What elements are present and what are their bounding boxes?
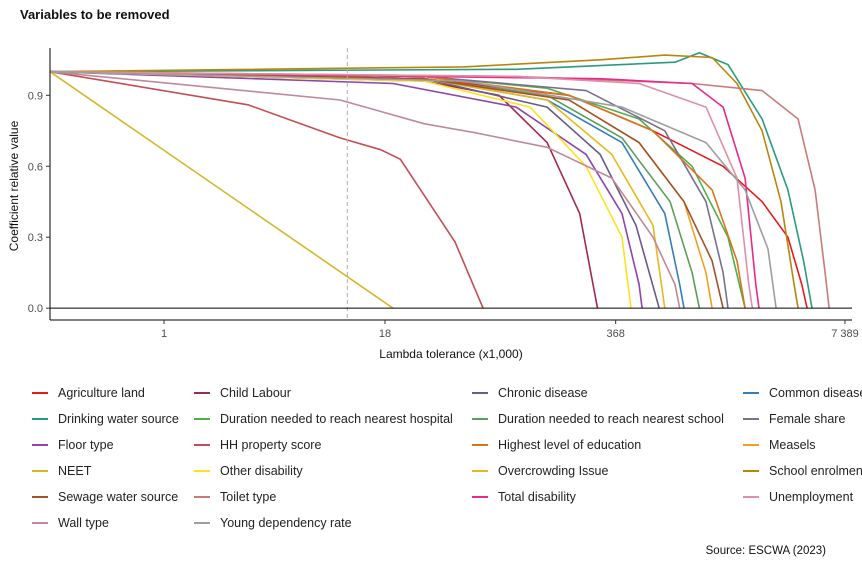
legend-item-19: Unemployment: [743, 488, 853, 506]
legend-label: Sewage water source: [58, 490, 179, 504]
legend-swatch: [472, 392, 488, 394]
legend-label: Duration needed to reach nearest school: [498, 412, 724, 426]
legend-label: Floor type: [58, 438, 114, 452]
plot-area: 0.0 0.3 0.6 0.9 1 18 368 7 389 Lambda tolerance…: [7, 48, 859, 361]
legend-swatch: [194, 522, 210, 524]
legend-item-12: NEET: [32, 462, 91, 480]
y-tick-label-3: 0.9: [28, 90, 43, 102]
legend-label: Chronic disease: [498, 386, 588, 400]
x-tick-label-2: 368: [606, 328, 624, 340]
legend-swatch: [194, 392, 210, 394]
legend-swatch: [194, 470, 210, 472]
legend-item-10: Highest level of education: [472, 436, 641, 454]
y-tick-label-0: 0.0: [28, 303, 43, 315]
legend-swatch: [32, 470, 48, 472]
series-line-20: [49, 70, 681, 309]
source-note: Source: ESCWA (2023): [705, 545, 826, 557]
legend-label: Drinking water source: [58, 412, 179, 426]
series-line-18: [49, 70, 760, 309]
legend-item-4: Drinking water source: [32, 410, 179, 428]
legend-label: Total disability: [498, 490, 576, 504]
legend-label: Female share: [769, 412, 846, 426]
legend-item-5: Duration needed to reach nearest hospita…: [194, 410, 453, 428]
y-axis-title: Coefficient relative value: [7, 120, 21, 251]
legend-label: Agriculture land: [58, 386, 145, 400]
legend-label: Highest level of education: [498, 438, 642, 452]
legend-label: Other disability: [220, 464, 303, 478]
legend-swatch: [194, 418, 210, 420]
legend-swatch: [743, 496, 759, 498]
legend-swatch: [743, 418, 759, 420]
legend-item-7: Female share: [743, 410, 845, 428]
legend: Agriculture land Child Labour Chronic dise…: [32, 384, 862, 544]
axes: 0.0 0.3 0.6 0.9 1 18 368 7 389: [28, 48, 859, 340]
legend-item-13: Other disability: [194, 462, 303, 480]
series-line-19: [49, 70, 754, 309]
legend-swatch: [32, 522, 48, 524]
y-tick-label-2: 0.6: [28, 161, 43, 173]
legend-item-3: Common disease: [743, 384, 862, 402]
legend-item-17: Toilet type: [194, 488, 276, 506]
legend-item-9: HH property score: [194, 436, 321, 454]
series-line-10: [49, 70, 746, 309]
legend-label: School enrolment: [769, 464, 862, 478]
legend-swatch: [472, 496, 488, 498]
legend-label: Common disease: [769, 386, 862, 400]
legend-swatch: [32, 444, 48, 446]
series-line-4: [49, 51, 813, 309]
legend-swatch: [32, 418, 48, 420]
legend-item-0: Agriculture land: [32, 384, 145, 402]
legend-item-1: Child Labour: [194, 384, 291, 402]
legend-item-11: Measels: [743, 436, 816, 454]
legend-item-20: Wall type: [32, 514, 109, 532]
legend-item-14: Overcrowding Issue: [472, 462, 608, 480]
legend-item-2: Chronic disease: [472, 384, 588, 402]
series-line-15: [49, 54, 799, 309]
series-line-9: [49, 70, 484, 309]
legend-swatch: [194, 444, 210, 446]
series-line-8: [49, 70, 643, 309]
series-line-11: [49, 70, 713, 309]
legend-item-21: Young dependency rate: [194, 514, 352, 532]
legend-label: Young dependency rate: [220, 516, 352, 530]
legend-label: NEET: [58, 464, 92, 478]
legend-label: Duration needed to reach nearest hospita…: [220, 412, 453, 426]
legend-swatch: [194, 496, 210, 498]
series-line-16: [49, 70, 724, 309]
x-tick-label-0: 1: [161, 328, 167, 340]
legend-swatch: [472, 418, 488, 420]
legend-item-8: Floor type: [32, 436, 114, 454]
legend-label: Wall type: [58, 516, 109, 530]
legend-item-6: Duration needed to reach nearest school: [472, 410, 724, 428]
series-line-5: [49, 70, 746, 309]
legend-swatch: [743, 392, 759, 394]
legend-swatch: [743, 470, 759, 472]
legend-swatch: [743, 444, 759, 446]
x-tick-label-1: 18: [379, 328, 391, 340]
series-lines: [49, 51, 830, 309]
y-tick-label-1: 0.3: [28, 232, 43, 244]
legend-label: Measels: [769, 438, 816, 452]
legend-label: Child Labour: [220, 386, 291, 400]
legend-item-16: Sewage water source: [32, 488, 178, 506]
chart-title: Variables to be removed: [20, 7, 170, 22]
series-line-0: [49, 70, 808, 309]
legend-swatch: [32, 496, 48, 498]
series-line-14: [49, 70, 666, 309]
legend-label: Toilet type: [220, 490, 277, 504]
legend-label: HH property score: [220, 438, 322, 452]
legend-item-15: School enrolment: [743, 462, 862, 480]
x-tick-label-3: 7 389: [831, 328, 859, 340]
legend-swatch: [472, 444, 488, 446]
legend-label: Unemployment: [769, 490, 854, 504]
legend-swatch: [472, 470, 488, 472]
series-line-12: [49, 71, 394, 309]
series-line-21: [49, 70, 777, 309]
legend-item-18: Total disability: [472, 488, 576, 506]
x-axis-title: Lambda tolerance (x1,000): [379, 347, 522, 361]
legend-label: Overcrowding Issue: [498, 464, 609, 478]
legend-swatch: [32, 392, 48, 394]
